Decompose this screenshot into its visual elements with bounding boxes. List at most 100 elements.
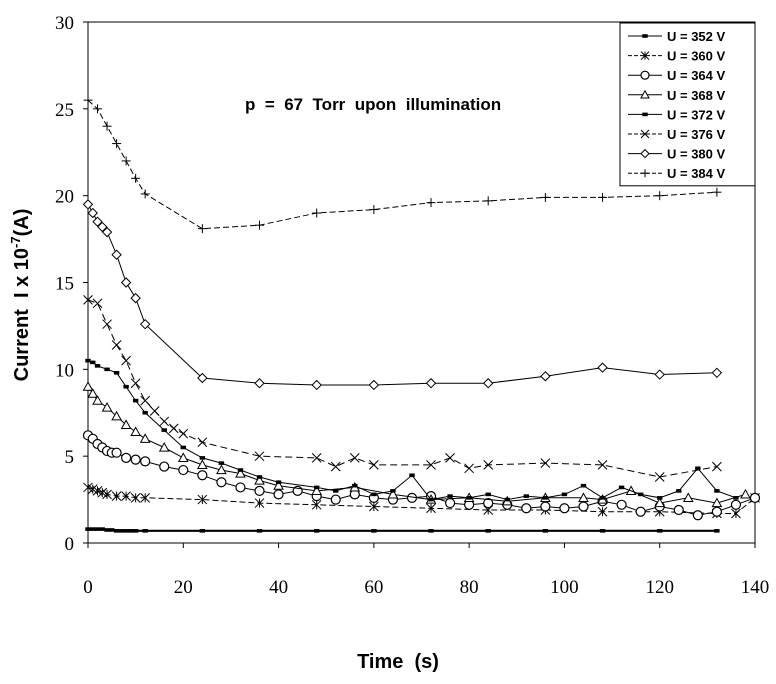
data-point bbox=[676, 489, 682, 493]
series-7 bbox=[82, 199, 723, 391]
data-point bbox=[149, 406, 160, 416]
data-point bbox=[104, 367, 110, 372]
legend-item: U = 384 V bbox=[628, 166, 726, 181]
data-point bbox=[580, 483, 587, 488]
x-tick-label: 60 bbox=[364, 577, 383, 598]
legend-label: U = 384 V bbox=[667, 166, 726, 181]
data-point bbox=[140, 456, 151, 467]
data-point bbox=[371, 492, 377, 497]
data-point bbox=[132, 398, 139, 403]
x-tick-label: 40 bbox=[269, 577, 288, 598]
data-point bbox=[578, 492, 589, 502]
data-point bbox=[121, 355, 131, 366]
data-point bbox=[109, 528, 115, 532]
x-axis-title: Time (s) bbox=[357, 651, 439, 673]
legend-item: U = 372 V bbox=[628, 107, 726, 122]
legend-marker bbox=[640, 89, 650, 99]
data-point bbox=[142, 410, 148, 415]
data-point bbox=[180, 445, 186, 450]
data-point bbox=[464, 463, 474, 474]
y-axis-title-exponent: -7 bbox=[8, 236, 23, 248]
data-point bbox=[540, 192, 550, 202]
data-point bbox=[540, 371, 551, 382]
annotation-text: p = 67 Torr upon illumination bbox=[245, 95, 501, 114]
data-point bbox=[82, 199, 94, 210]
data-point bbox=[178, 464, 189, 476]
data-point bbox=[654, 497, 666, 508]
data-point bbox=[349, 453, 360, 463]
data-point bbox=[102, 489, 112, 500]
data-point bbox=[313, 485, 320, 490]
series-line bbox=[87, 360, 737, 501]
data-point bbox=[712, 187, 722, 197]
data-point bbox=[87, 388, 99, 398]
data-point bbox=[237, 468, 244, 472]
data-point bbox=[113, 529, 120, 533]
legend-item: U = 376 V bbox=[628, 127, 726, 142]
series-8 bbox=[83, 95, 722, 234]
data-point bbox=[655, 191, 665, 201]
data-point bbox=[97, 221, 108, 233]
data-point bbox=[140, 395, 151, 406]
legend-item: U = 352 V bbox=[628, 29, 726, 44]
data-point bbox=[597, 362, 608, 373]
data-point bbox=[197, 224, 207, 234]
data-point bbox=[654, 472, 665, 482]
data-point bbox=[311, 499, 322, 510]
data-point bbox=[352, 483, 358, 488]
data-point bbox=[132, 529, 139, 533]
data-point bbox=[130, 454, 141, 465]
data-point bbox=[111, 410, 122, 421]
data-point bbox=[273, 489, 284, 500]
series-line bbox=[87, 204, 717, 386]
data-point bbox=[120, 277, 132, 288]
data-point bbox=[540, 458, 551, 468]
legend-item: U = 364 V bbox=[628, 68, 726, 83]
data-point bbox=[120, 419, 132, 430]
data-point bbox=[695, 466, 701, 471]
data-point bbox=[311, 453, 322, 463]
data-point bbox=[104, 528, 110, 532]
data-point bbox=[445, 453, 455, 463]
data-point bbox=[521, 503, 532, 514]
data-point bbox=[599, 529, 606, 533]
data-point bbox=[330, 461, 341, 472]
y-tick-label: 15 bbox=[55, 274, 74, 295]
data-point bbox=[83, 95, 93, 105]
legend-marker bbox=[640, 51, 650, 60]
data-point bbox=[599, 496, 606, 500]
data-point bbox=[123, 384, 129, 389]
data-point bbox=[730, 499, 742, 510]
data-point bbox=[504, 497, 510, 502]
data-point bbox=[637, 492, 644, 497]
data-point bbox=[369, 501, 379, 512]
data-point bbox=[94, 364, 101, 368]
legend-box bbox=[619, 22, 756, 187]
data-point bbox=[311, 485, 323, 495]
y-axis-title: Current I x 10-7(A) bbox=[8, 209, 33, 382]
data-point bbox=[93, 104, 103, 114]
y-tick-label: 25 bbox=[55, 100, 74, 121]
data-point bbox=[330, 494, 341, 505]
legend-label: U = 368 V bbox=[667, 88, 726, 103]
data-point bbox=[254, 474, 265, 485]
legend-marker bbox=[642, 112, 648, 117]
data-point bbox=[121, 156, 131, 166]
data-point bbox=[409, 473, 415, 478]
data-point bbox=[178, 428, 189, 439]
data-point bbox=[428, 529, 434, 533]
y-tick-label: 0 bbox=[65, 534, 75, 555]
data-point bbox=[130, 292, 141, 304]
data-point bbox=[256, 529, 263, 533]
data-point bbox=[254, 378, 265, 389]
series-line bbox=[88, 527, 717, 532]
legend-label: U = 376 V bbox=[667, 127, 726, 142]
data-point bbox=[102, 319, 112, 330]
data-point bbox=[749, 492, 761, 503]
data-point bbox=[139, 318, 151, 330]
data-point bbox=[128, 529, 134, 533]
data-point bbox=[158, 441, 170, 452]
data-point bbox=[368, 379, 380, 391]
y-axis-title-unit: (A) bbox=[11, 209, 33, 237]
data-point bbox=[673, 504, 684, 516]
